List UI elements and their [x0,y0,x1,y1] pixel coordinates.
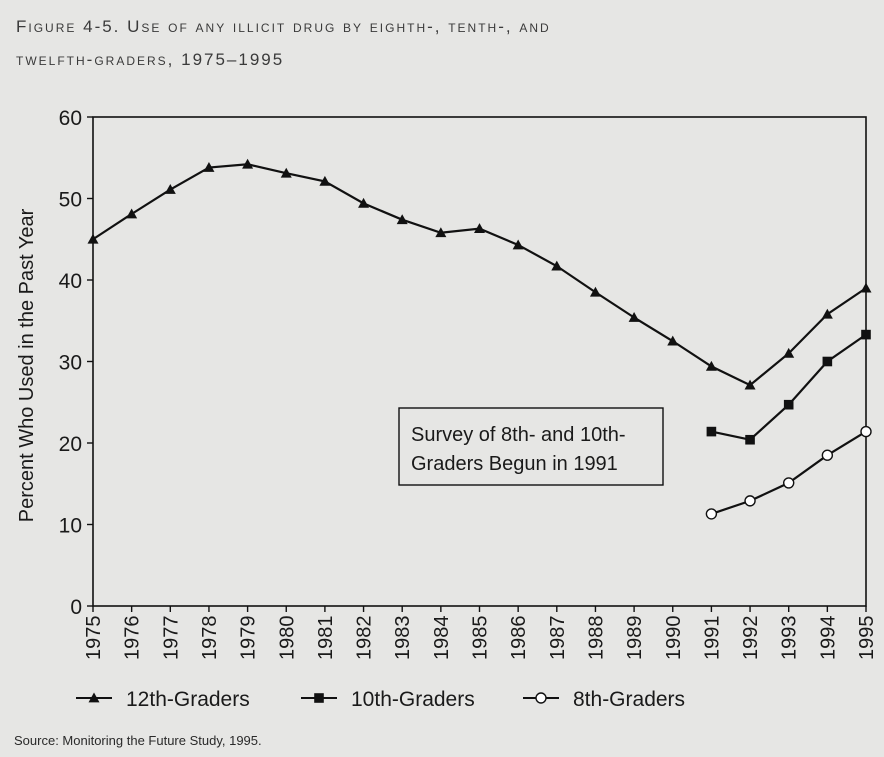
x-tick-label: 1992 [740,616,762,661]
x-tick-label: 1986 [508,616,530,661]
data-point-12th-graders [783,347,795,358]
data-point-12th-graders [435,227,447,238]
data-point-10th-graders [745,434,755,445]
x-tick-label: 1987 [547,616,569,661]
figure-title-line-1: Figure 4-5. Use of any illicit drug by e… [16,17,551,36]
annotation-box [398,407,664,486]
data-point-12th-graders [280,167,292,178]
legend-marker-8th-graders [535,692,547,704]
data-point-12th-graders [164,184,176,194]
x-tick-label: 1979 [238,616,260,661]
data-point-12th-graders [705,360,717,371]
series-line-12th-graders [92,163,867,387]
x-tick-label: 1985 [470,616,492,661]
legend-marker-10th-graders [314,693,324,703]
data-point-10th-graders [822,356,833,367]
y-tick-label: 60 [59,107,82,130]
series-line-8th-graders [711,430,867,515]
x-tick-label: 1980 [276,616,298,661]
legend-label-10th-graders: 10th-Graders [351,688,475,711]
data-point-12th-graders [242,158,254,169]
data-point-12th-graders [589,286,601,297]
x-tick-label: 1982 [354,616,376,661]
data-point-12th-graders [628,311,640,322]
y-tick-label: 50 [59,189,82,212]
data-point-12th-graders [203,162,215,172]
data-point-8th-graders [744,495,756,507]
y-tick-label: 40 [59,270,82,293]
data-point-12th-graders [551,260,563,271]
annotation-text: Survey of 8th- and 10th- [411,424,626,446]
x-tick-label: 1975 [83,616,105,661]
x-tick-label: 1976 [122,616,144,661]
y-tick-label: 10 [59,515,82,538]
x-tick-label: 1984 [431,616,453,661]
x-tick-label: 1988 [585,616,607,661]
x-tick-label: 1994 [817,616,839,661]
x-tick-label: 1993 [779,616,801,661]
data-point-10th-graders [861,329,871,340]
data-point-12th-graders [396,214,408,225]
data-point-12th-graders [512,239,524,250]
x-tick-label: 1983 [392,616,414,661]
x-tick-label: 1981 [315,616,337,661]
y-tick-label: 30 [59,352,82,375]
x-tick-label: 1978 [199,616,221,661]
legend-label-8th-graders: 8th-Graders [573,688,685,711]
figure-title: Figure 4-5. Use of any illicit drug by e… [16,10,756,76]
data-point-12th-graders [319,175,331,186]
plot-frame [92,116,867,607]
y-tick-label: 20 [59,433,82,456]
data-point-12th-graders [358,197,370,208]
legend-label-12th-graders: 12th-Graders [126,688,250,711]
legend-marker-12th-graders [88,692,100,703]
x-tick-label: 1991 [701,616,723,661]
y-tick-label: 0 [70,596,82,619]
data-point-12th-graders [126,208,138,219]
data-point-12th-graders [87,233,99,244]
x-tick-label: 1995 [856,616,878,661]
x-tick-label: 1990 [663,616,685,661]
x-tick-label: 1977 [160,616,182,661]
data-point-10th-graders [706,426,717,437]
data-point-8th-graders [821,449,834,461]
data-point-12th-graders [744,379,756,390]
data-point-12th-graders [860,282,872,293]
data-point-12th-graders [667,335,679,346]
data-point-12th-graders [821,308,833,319]
data-point-8th-graders [783,477,795,489]
data-point-12th-graders [474,223,485,234]
y-axis-label: Percent Who Used in the Past Year [16,208,38,522]
data-point-10th-graders [783,399,794,410]
data-point-8th-graders [860,425,872,438]
figure-title-line-2: twelfth-graders, 1975–1995 [16,50,285,69]
annotation-text: Graders Begun in 1991 [411,453,618,475]
x-tick-label: 1989 [624,616,646,661]
data-point-8th-graders [705,508,718,520]
source-note: Source: Monitoring the Future Study, 199… [14,733,262,748]
